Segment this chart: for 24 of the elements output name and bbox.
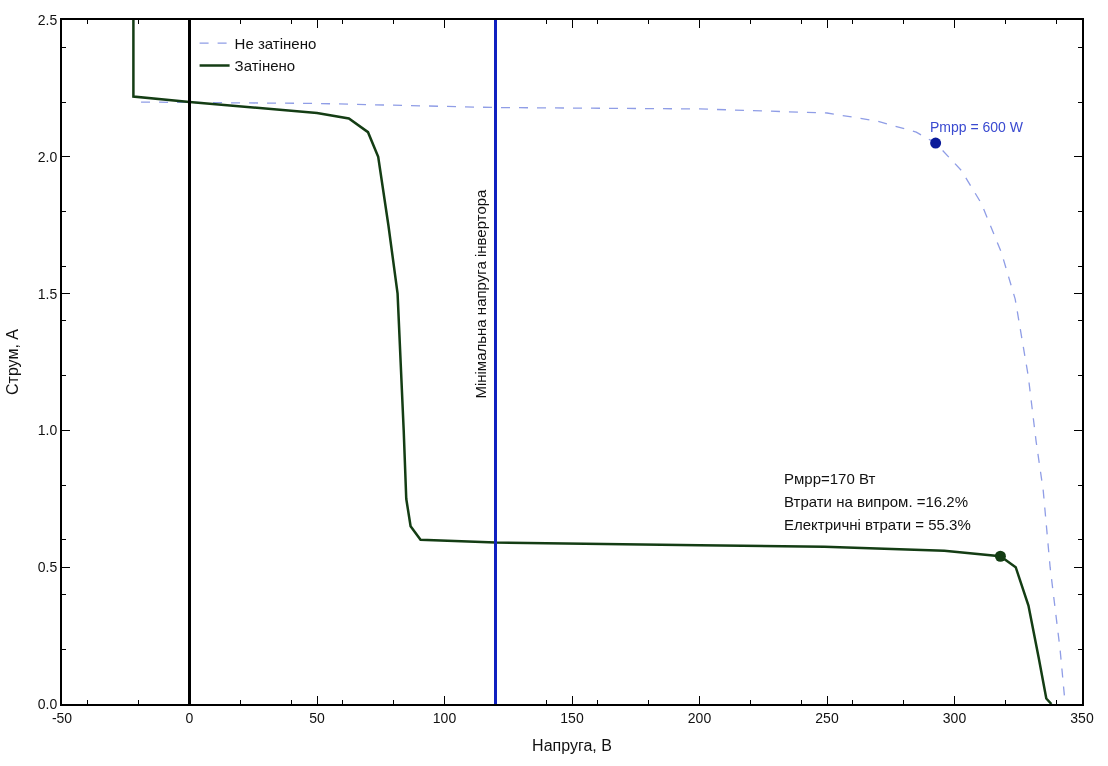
- x-axis-title: Напруга, В: [532, 737, 612, 754]
- legend-label: Не затінено: [234, 34, 317, 52]
- x-tick-label: 250: [815, 709, 839, 726]
- x-tick-label: 150: [560, 709, 584, 726]
- y-tick-label: 2.0: [37, 148, 58, 165]
- annotation: Pmpp = 600 W: [930, 119, 1024, 135]
- annotation: Електричні втрати = 55.3%: [784, 516, 971, 533]
- y-tick-label: 1.0: [37, 422, 58, 439]
- x-tick-label: 200: [687, 709, 712, 726]
- x-tick-label: 300: [942, 709, 967, 726]
- x-tick-label: -50: [51, 709, 73, 726]
- x-tick-label: 0: [185, 709, 194, 726]
- annotation: Втрати на випром. =16.2%: [784, 493, 969, 510]
- y-tick-label: 2.5: [37, 11, 58, 28]
- x-tick-label: 50: [309, 709, 325, 726]
- x-tick-label: 350: [1070, 709, 1094, 726]
- legend-label: Затінено: [234, 57, 296, 75]
- y-axis-title: Струм, А: [4, 328, 22, 395]
- ref-line-label: Мінімальна напруга інвертора: [472, 188, 490, 399]
- y-tick-label: 0.5: [37, 559, 58, 576]
- x-tick-label: 100: [432, 709, 457, 726]
- y-tick-label: 0.0: [37, 695, 58, 712]
- y-tick-label: 1.5: [37, 285, 58, 302]
- annotation: Pмрр=170 Вт: [784, 470, 876, 487]
